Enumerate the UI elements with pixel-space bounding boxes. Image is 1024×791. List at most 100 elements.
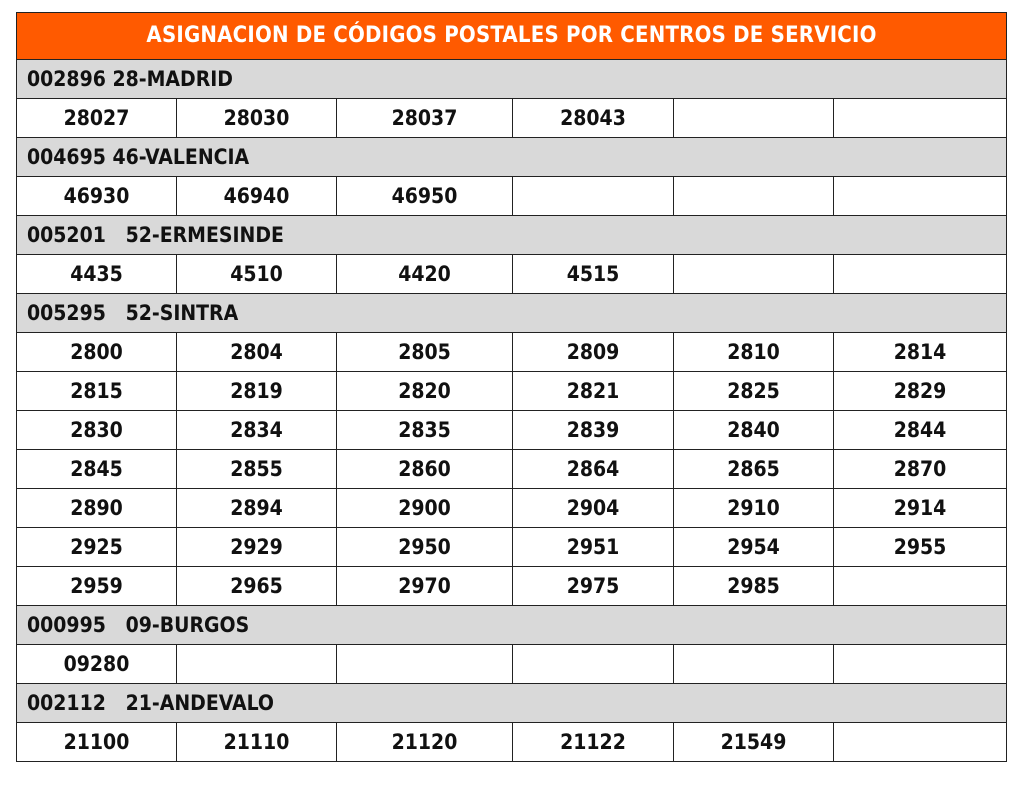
postal-code-cell: 09280 xyxy=(16,644,177,684)
postal-code-cell: 2970 xyxy=(336,566,513,606)
postal-code-cell: 2951 xyxy=(512,527,674,567)
postal-code-cell: 2965 xyxy=(176,566,337,606)
postal-code-cell: 2955 xyxy=(832,527,1008,567)
postal-code-cell: 4510 xyxy=(176,254,337,294)
postal-code-cell: 2805 xyxy=(336,332,513,372)
service-center-label: 000995 09-BURGOS xyxy=(15,605,1008,645)
group-row: 005295 52-SINTRA xyxy=(15,293,1008,333)
postal-code-cell xyxy=(673,98,834,138)
postal-code-cell: 2894 xyxy=(176,488,337,528)
table-title: ASIGNACION DE CÓDIGOS POSTALES POR CENTR… xyxy=(15,12,1008,60)
postal-code-cell: 2864 xyxy=(512,449,674,489)
postal-code-cell: 2835 xyxy=(336,410,513,450)
group-row: 002112 21-ANDEVALO xyxy=(15,683,1008,723)
postal-code-cell: 2860 xyxy=(336,449,513,489)
title-row: ASIGNACION DE CÓDIGOS POSTALES POR CENTR… xyxy=(15,12,1008,60)
postal-code-cell xyxy=(176,644,337,684)
postal-code-cell: 2825 xyxy=(673,371,834,411)
postal-code-cell: 2925 xyxy=(16,527,177,567)
postal-code-cell: 2815 xyxy=(16,371,177,411)
postal-code-cell: 4515 xyxy=(512,254,674,294)
postal-code-cell: 2800 xyxy=(16,332,177,372)
postal-code-row: 09280 xyxy=(16,644,1008,684)
postal-code-row: 2800 2804 2805 2809 2810 2814 xyxy=(16,332,1008,372)
postal-code-cell: 2834 xyxy=(176,410,337,450)
service-center-label: 005201 52-ERMESINDE xyxy=(15,215,1008,255)
postal-code-cell: 2840 xyxy=(673,410,834,450)
postal-code-cell: 2954 xyxy=(673,527,834,567)
postal-code-row: 2925 2929 2950 2951 2954 2955 xyxy=(16,527,1008,567)
postal-code-cell: 2890 xyxy=(16,488,177,528)
service-center-label: 002896 28-MADRID xyxy=(15,59,1008,99)
postal-code-cell xyxy=(512,644,674,684)
postal-code-row: 28027 28030 28037 28043 xyxy=(16,98,1008,138)
postal-code-row: 21100 21110 21120 21122 21549 xyxy=(16,722,1008,762)
postal-code-row: 2959 2965 2970 2975 2985 xyxy=(16,566,1008,606)
postal-code-row: 2815 2819 2820 2821 2825 2829 xyxy=(16,371,1008,411)
postal-code-cell: 2855 xyxy=(176,449,337,489)
postal-code-cell: 2809 xyxy=(512,332,674,372)
postal-code-cell xyxy=(673,176,834,216)
postal-code-cell: 2985 xyxy=(673,566,834,606)
postal-code-cell: 2959 xyxy=(16,566,177,606)
postal-code-cell: 2829 xyxy=(832,371,1008,411)
postal-code-table: ASIGNACION DE CÓDIGOS POSTALES POR CENTR… xyxy=(15,12,1008,762)
postal-code-cell: 2870 xyxy=(832,449,1008,489)
postal-code-row: 2845 2855 2860 2864 2865 2870 xyxy=(16,449,1008,489)
postal-code-cell xyxy=(832,644,1008,684)
postal-code-cell xyxy=(832,176,1008,216)
postal-code-cell: 2830 xyxy=(16,410,177,450)
postal-code-cell: 46930 xyxy=(16,176,177,216)
postal-code-cell: 21122 xyxy=(512,722,674,762)
postal-code-cell xyxy=(832,722,1008,762)
service-center-label: 004695 46-VALENCIA xyxy=(15,137,1008,177)
postal-code-cell: 2845 xyxy=(16,449,177,489)
service-center-label: 005295 52-SINTRA xyxy=(15,293,1008,333)
postal-code-table-body: ASIGNACION DE CÓDIGOS POSTALES POR CENTR… xyxy=(15,12,1008,762)
postal-code-cell: 21120 xyxy=(336,722,513,762)
group-row: 005201 52-ERMESINDE xyxy=(15,215,1008,255)
postal-code-cell: 2814 xyxy=(832,332,1008,372)
group-row: 000995 09-BURGOS xyxy=(15,605,1008,645)
service-center-label: 002112 21-ANDEVALO xyxy=(15,683,1008,723)
postal-code-cell: 46940 xyxy=(176,176,337,216)
postal-code-cell: 2810 xyxy=(673,332,834,372)
postal-code-cell: 2914 xyxy=(832,488,1008,528)
postal-code-cell: 2904 xyxy=(512,488,674,528)
postal-code-cell xyxy=(832,566,1008,606)
postal-code-cell: 2865 xyxy=(673,449,834,489)
postal-code-cell: 2844 xyxy=(832,410,1008,450)
postal-code-cell: 28043 xyxy=(512,98,674,138)
postal-code-cell: 2819 xyxy=(176,371,337,411)
postal-code-cell: 4435 xyxy=(16,254,177,294)
postal-code-row: 2890 2894 2900 2904 2910 2914 xyxy=(16,488,1008,528)
postal-code-cell: 21110 xyxy=(176,722,337,762)
postal-code-cell: 2950 xyxy=(336,527,513,567)
postal-code-cell: 46950 xyxy=(336,176,513,216)
group-row: 002896 28-MADRID xyxy=(15,59,1008,99)
postal-code-cell xyxy=(673,644,834,684)
postal-code-cell xyxy=(673,254,834,294)
postal-code-cell: 2839 xyxy=(512,410,674,450)
postal-code-cell xyxy=(336,644,513,684)
postal-code-cell xyxy=(512,176,674,216)
postal-code-cell: 2975 xyxy=(512,566,674,606)
postal-code-cell: 2929 xyxy=(176,527,337,567)
postal-code-cell: 28030 xyxy=(176,98,337,138)
postal-code-cell: 2820 xyxy=(336,371,513,411)
postal-code-cell: 2900 xyxy=(336,488,513,528)
postal-code-row: 2830 2834 2835 2839 2840 2844 xyxy=(16,410,1008,450)
postal-code-cell: 4420 xyxy=(336,254,513,294)
postal-code-cell: 2804 xyxy=(176,332,337,372)
postal-code-cell: 28027 xyxy=(16,98,177,138)
group-row: 004695 46-VALENCIA xyxy=(15,137,1008,177)
postal-code-row: 4435 4510 4420 4515 xyxy=(16,254,1008,294)
postal-code-cell: 28037 xyxy=(336,98,513,138)
postal-code-cell: 2910 xyxy=(673,488,834,528)
postal-code-row: 46930 46940 46950 xyxy=(16,176,1008,216)
postal-code-cell xyxy=(832,254,1008,294)
postal-code-cell: 2821 xyxy=(512,371,674,411)
postal-code-cell: 21100 xyxy=(16,722,177,762)
postal-code-cell xyxy=(832,98,1008,138)
postal-code-cell: 21549 xyxy=(673,722,834,762)
